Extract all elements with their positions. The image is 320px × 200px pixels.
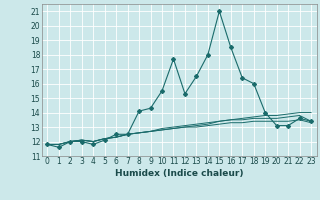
- X-axis label: Humidex (Indice chaleur): Humidex (Indice chaleur): [115, 169, 244, 178]
